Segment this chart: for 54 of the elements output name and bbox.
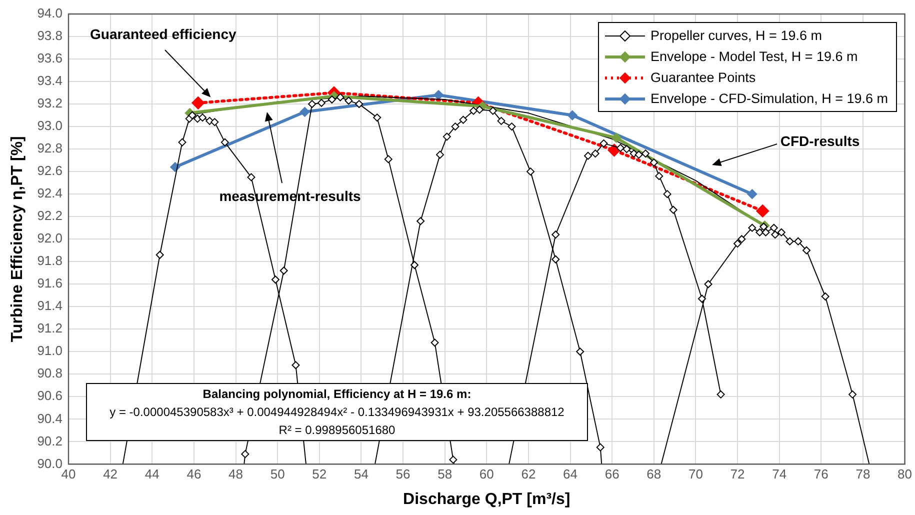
y-tick-label: 93.0 [37,118,62,134]
y-tick-label: 91.4 [37,298,62,314]
x-tick-label: 58 [438,466,452,482]
x-tick-label: 48 [228,466,243,482]
y-tick-label: 92.6 [37,163,62,178]
x-tick-label: 80 [898,466,912,482]
y-tick-label: 93.8 [37,28,62,44]
x-tick-label: 68 [646,466,662,482]
x-tick-label: 60 [479,466,494,482]
x-tick-label: 46 [186,466,202,482]
x-tick-label: 42 [103,466,118,482]
x-tick-label: 72 [730,466,745,482]
legend-label: Envelope - Model Test, H = 19.6 m [650,48,858,66]
y-tick-label: 90.4 [37,410,62,426]
x-tick-label: 76 [814,466,828,482]
x-tick-label: 64 [563,466,578,482]
x-tick-label: 66 [604,466,620,482]
y-tick-label: 92.8 [37,140,62,156]
annotation: R² = 0.998956051680 [278,422,396,439]
y-tick-label: 91.8 [37,253,62,268]
y-tick-label: 90.6 [37,388,62,404]
x-tick-label: 78 [856,466,870,482]
x-tick-label: 74 [772,466,787,482]
x-axis-title: Discharge Q,PT [m³/s] [403,490,570,508]
y-tick-label: 90.2 [37,433,62,448]
annotation: CFD-results [780,132,860,149]
y-tick-label: 91.6 [37,276,62,291]
y-tick-label: 92.4 [37,186,62,201]
x-tick-label: 54 [354,466,368,482]
x-tick-label: 70 [688,466,703,482]
x-tick-label: 50 [270,466,285,482]
y-tick-label: 93.6 [37,50,62,66]
legend-label: Propeller curves, H = 19.6 m [650,27,822,45]
x-tick-label: 52 [312,466,327,482]
annotation: y = -0.000045390583x³ + 0.004944928494x² - 0.133496943931x + 93.205566388812 [108,404,566,421]
y-tick-label: 91.2 [37,320,62,336]
x-tick-label: 62 [521,466,536,482]
y-axis-title: Turbine Efficiency η,PT [%] [9,136,26,342]
y-tick-label: 92.0 [37,230,62,246]
x-tick-label: 44 [144,466,160,482]
x-tick-label: 56 [396,466,410,482]
y-tick-label: 92.2 [37,208,62,224]
y-tick-label: 90.0 [37,456,62,471]
y-tick-label: 94.0 [37,6,62,21]
y-tick-label: 90.8 [37,366,62,381]
y-tick-label: 93.4 [37,73,62,88]
y-tick-label: 93.2 [37,96,62,111]
legend-label: Guarantee Points [650,69,756,87]
x-tick-label: 40 [61,466,76,482]
legend-label: Envelope - CFD-Simulation, H = 19.6 m [650,90,888,108]
annotation: Balancing polynomial, Efficiency at H = 19.6 m: [202,386,472,403]
annotation: Guaranteed efficiency [90,26,236,42]
equation-box: Balancing polynomial, Efficiency at H = 19.6 m: y = -0.000045390583x³ + 0.004944928494x² - 0.133496943931x + 93.205566388812 R² = 0.998956051680 [86,383,588,441]
y-tick-label: 91.0 [37,343,62,358]
